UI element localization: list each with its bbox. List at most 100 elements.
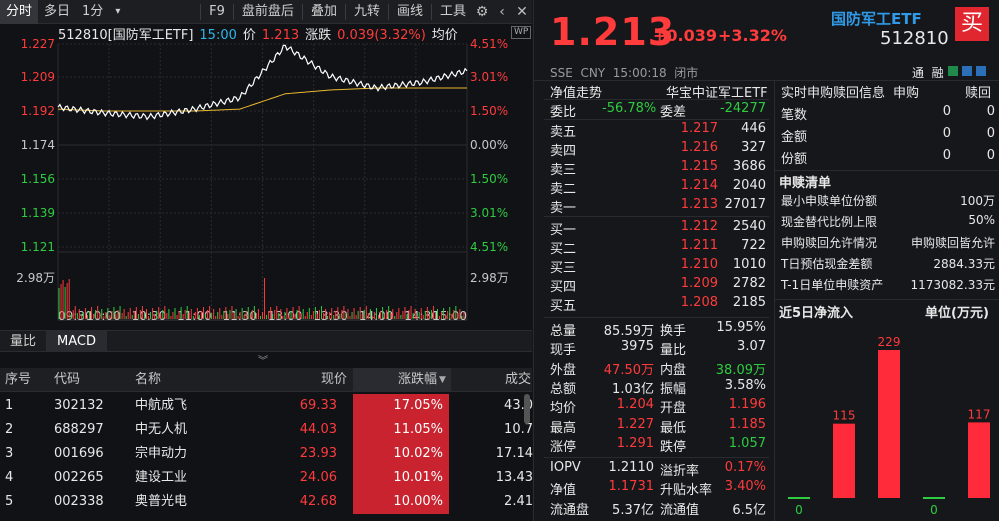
y-tick-label: 1.121 — [21, 240, 55, 254]
list-row: 现金替代比例上限 50% — [775, 213, 999, 233]
order-level-row[interactable]: 卖一 1.213 27017 — [534, 197, 774, 216]
y-tick-label: 1.209 — [21, 70, 55, 84]
stat-value: 1.227 — [616, 416, 654, 432]
intraday-chart[interactable]: 1.227 4.51% 1.209 3.01% 1.192 1.50% 1.174 0.00%… — [0, 24, 532, 330]
subs-col2: 赎回 — [965, 86, 992, 101]
tab-macd[interactable]: MACD — [47, 331, 107, 351]
inflow-bar — [788, 497, 810, 499]
order-level-row[interactable]: 买三 1.210 1010 — [534, 257, 774, 276]
col-price[interactable]: 现价 — [320, 372, 347, 387]
level-label: 卖三 — [550, 163, 577, 178]
level-price: 1.216 — [680, 140, 718, 155]
order-level-row[interactable]: 卖二 1.214 2040 — [534, 178, 774, 197]
col-name[interactable]: 名称 — [135, 372, 162, 387]
level-price: 1.211 — [680, 238, 718, 253]
y-pct-label: 3.01% — [470, 206, 508, 220]
col-index[interactable]: 序号 — [5, 372, 32, 387]
settings-icon[interactable]: ⚙ — [475, 3, 489, 20]
level-price: 1.208 — [680, 295, 718, 310]
level-label: 卖一 — [550, 201, 577, 216]
quote-chg: +0.039 — [653, 26, 718, 45]
table-row[interactable]: 2 688297 中无人机 44.03 11.05% 10.7 — [0, 418, 533, 442]
table-row[interactable]: 1 302132 中航成飞 69.33 17.05% 43.0 — [0, 394, 533, 418]
order-level-row[interactable]: 买二 1.211 722 — [534, 238, 774, 257]
inflow-value-label: 115 — [833, 409, 856, 423]
stat-row: 总量 85.59万 换手 15.95% — [534, 320, 774, 339]
margin-icons[interactable]: 通 融 — [912, 66, 944, 80]
cell-index: 1 — [5, 398, 14, 413]
y-tick-label: 1.227 — [21, 37, 55, 51]
cell-turnover: 17.14 — [495, 446, 533, 461]
stat-value: 3.07 — [737, 339, 766, 355]
link-icon[interactable] — [962, 66, 972, 76]
stat-row: 流通盘 5.37亿 流通值 6.5亿 — [534, 499, 774, 518]
tab-volume-ratio[interactable]: 量比 — [0, 331, 48, 351]
y-tick-label: 1.174 — [21, 138, 55, 152]
stat-value: 1.057 — [728, 435, 766, 451]
stat-row: 总额 1.03亿 振幅 3.58% — [534, 378, 774, 397]
f9-button[interactable]: F9 — [209, 3, 225, 19]
y-pct-label: 1.50% — [470, 172, 508, 186]
inflow-day-label: 5-6 — [969, 519, 989, 520]
tools-button[interactable]: 工具 — [439, 3, 466, 19]
col-code[interactable]: 代码 — [54, 372, 81, 387]
subs-title: 实时申购赎回信息 — [781, 86, 886, 101]
order-level-row[interactable]: 买一 1.212 2540 — [534, 219, 774, 238]
net-inflow-chart: 0 4-25 115 4-28 229 4-29 0 4-30 117 5-6 — [785, 335, 990, 520]
cell-price: 23.93 — [299, 446, 337, 461]
draw-button[interactable]: 画线 — [396, 3, 423, 19]
stat-value: 1.1731 — [608, 479, 655, 495]
list-row: 申购赎回允许情况 申购赎回皆允许 — [775, 234, 999, 254]
expand-chevron-icon[interactable]: ︾ — [258, 356, 268, 367]
stat-value: 5.37亿 — [612, 502, 654, 518]
inflow-bar — [968, 422, 990, 498]
table-row[interactable]: 3 001696 宗申动力 23.93 10.02% 17.14 — [0, 442, 533, 466]
tab-multiday[interactable]: 多日 — [44, 3, 71, 19]
edit-icon[interactable] — [948, 66, 958, 76]
table-row[interactable]: 5 002338 奥普光电 42.68 10.00% 2.41 — [0, 490, 533, 514]
flow-unit: 单位(万元) — [925, 306, 989, 321]
stat-value: 1.204 — [616, 397, 654, 413]
overlay-button[interactable]: 叠加 — [310, 3, 337, 19]
stat-label: 量比 — [660, 343, 687, 359]
stat-label: 升贴水率 — [660, 483, 713, 499]
subs-label: 金额 — [781, 130, 808, 145]
creation-redemption-panel: 实时申购赎回信息 申购 赎回 笔数 0 0 金额 0 0 份额 0 0 申赎清单… — [775, 80, 999, 521]
subs-value-2: 0 — [986, 104, 995, 119]
cell-name: 奥普光电 — [135, 494, 188, 509]
table-row[interactable]: 4 002265 建设工业 24.06 10.01% 13.43 — [0, 466, 533, 490]
collapse-icon[interactable]: ‹ — [499, 3, 505, 20]
nav-trend-title[interactable]: 净值走势 — [550, 86, 603, 101]
stat-value: 3975 — [620, 339, 654, 355]
period-dropdown[interactable]: ▾ — [115, 5, 121, 17]
order-level-row[interactable]: 卖五 1.217 446 — [534, 121, 774, 140]
col-change[interactable]: 涨跌幅 — [353, 368, 439, 392]
order-level-row[interactable]: 买四 1.209 2782 — [534, 276, 774, 295]
level-volume: 2540 — [732, 219, 766, 234]
table-scrollbar[interactable] — [524, 394, 530, 424]
tab-intraday[interactable]: 分时 — [0, 0, 39, 24]
stat-label: 振幅 — [660, 381, 687, 397]
order-level-row[interactable]: 买五 1.208 2185 — [534, 295, 774, 314]
tab-1min[interactable]: 1分 — [82, 3, 104, 19]
buy-button[interactable]: 买 — [955, 7, 989, 41]
subs-row: 份额 0 0 — [775, 148, 999, 168]
grid-icon[interactable] — [976, 66, 986, 76]
subs-value-2: 0 — [986, 126, 995, 141]
order-level-row[interactable]: 卖三 1.215 3686 — [534, 159, 774, 178]
order-level-row[interactable]: 卖四 1.216 327 — [534, 140, 774, 159]
wp-badge[interactable]: WP — [511, 26, 532, 39]
sort-desc-icon[interactable]: ▼ — [439, 368, 451, 392]
level-volume: 446 — [741, 121, 766, 136]
cell-turnover: 2.41 — [504, 494, 533, 509]
stat-value: 1.2110 — [608, 460, 655, 476]
cell-name: 中无人机 — [135, 422, 188, 437]
price-value: 1.213 — [261, 28, 300, 43]
close-icon[interactable]: ✕ — [516, 3, 528, 20]
stat-label: 流通盘 — [550, 502, 590, 518]
cell-name: 宗申动力 — [135, 446, 188, 461]
col-turnover[interactable]: 成交 — [504, 372, 531, 387]
cell-code: 002265 — [54, 470, 104, 485]
nine-turn-button[interactable]: 九转 — [353, 3, 380, 19]
prepost-button[interactable]: 盘前盘后 — [241, 3, 294, 19]
